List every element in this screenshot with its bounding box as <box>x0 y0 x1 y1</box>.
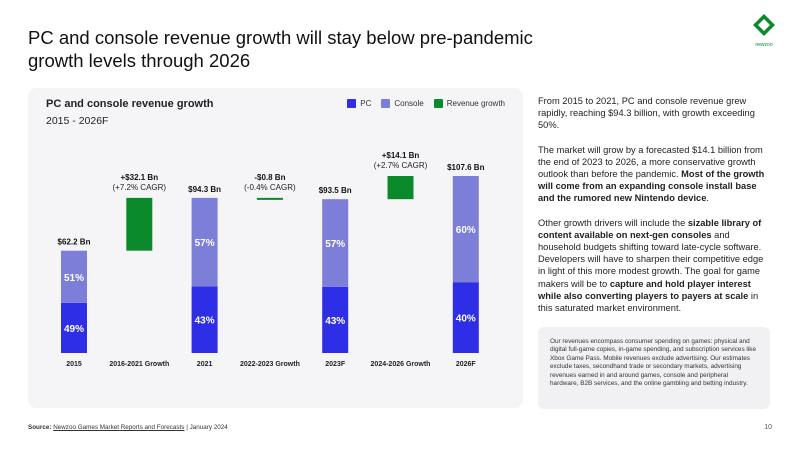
pc-share-label: 49% <box>64 324 84 335</box>
console-share-label: 51% <box>64 273 84 284</box>
growth-value-label: +$32.1 Bn <box>121 173 159 182</box>
legend-swatch-growth <box>433 99 443 108</box>
growth-cagr-label: (+7.2% CAGR) <box>113 183 167 192</box>
console-share-label: 57% <box>325 239 345 250</box>
growth-value-label: +$14.1 Bn <box>382 151 420 160</box>
x-tick-label: 2023F <box>325 361 346 368</box>
chart-plot: 49% 51% $62.2 Bn 2015 +$32.1 Bn(+7.2% CAGR) 2… <box>58 151 485 368</box>
source-date: | January 2024 <box>184 424 228 431</box>
source-link[interactable]: Newzoo Games Market Reports and Forecast… <box>53 424 185 431</box>
legend-item-console: Console <box>381 99 424 108</box>
bar-pc-segment <box>452 282 479 353</box>
body-paragraph-2: The market will grow by a forecasted $14… <box>538 144 765 204</box>
legend-swatch-console <box>381 99 391 108</box>
bar-pc-segment <box>191 286 218 353</box>
legend-item-pc: PC <box>347 99 371 108</box>
x-tick-label: 2026F <box>456 361 477 368</box>
growth-cagr-label: (+2.7% CAGR) <box>374 161 428 170</box>
chart-card: PC and console revenue growth 2015 - 202… <box>28 88 523 408</box>
x-tick-label: 2022-2023 Growth <box>240 361 300 368</box>
growth-bar <box>387 176 414 200</box>
body-text: From 2015 to 2021, PC and console revenu… <box>538 95 773 326</box>
legend-item-growth: Revenue growth <box>433 99 505 108</box>
growth-bar <box>126 197 153 251</box>
pc-share-label: 43% <box>325 316 345 327</box>
bar-value-label: $62.2 Bn <box>58 238 91 247</box>
methodology-note-text: Our revenues encompass consumer spending… <box>550 338 757 388</box>
growth-bar <box>256 197 283 200</box>
legend-swatch-pc <box>347 99 357 108</box>
bar-console-segment <box>322 199 349 287</box>
legend-label-growth: Revenue growth <box>446 99 505 108</box>
chart-title: PC and console revenue growth <box>46 98 214 110</box>
growth-cagr-label: (-0.4% CAGR) <box>244 183 296 192</box>
console-share-label: 60% <box>456 225 476 236</box>
legend-label-console: Console <box>394 99 424 108</box>
growth-value-label: -$0.8 Bn <box>254 173 285 182</box>
pc-share-label: 43% <box>195 316 215 327</box>
x-tick-label: 2024-2026 Growth <box>371 361 431 368</box>
console-share-label: 57% <box>195 238 215 249</box>
chart-legend: PC Console Revenue growth <box>347 99 505 108</box>
x-tick-label: 2021 <box>197 361 213 368</box>
bar-value-label: $107.6 Bn <box>447 163 484 172</box>
body-paragraph-1: From 2015 to 2021, PC and console revenu… <box>538 96 755 131</box>
chart-subtitle: 2015 - 2026F <box>46 115 109 127</box>
source-footer: Source: Newzoo Games Market Reports and … <box>28 424 228 431</box>
x-tick-label: 2016-2021 Growth <box>109 361 169 368</box>
source-label: Source: <box>28 424 52 431</box>
bar-value-label: $93.5 Bn <box>319 186 352 195</box>
legend-label-pc: PC <box>360 99 372 108</box>
slide-title: PC and console revenue growth will stay … <box>28 27 533 71</box>
bar-pc-segment <box>61 302 87 353</box>
body-paragraph-3: Other growth drivers will include the si… <box>538 217 764 314</box>
methodology-note: Our revenues encompass consumer spending… <box>538 327 770 409</box>
newzoo-logo: newzoo <box>753 14 775 48</box>
bar-console-segment <box>61 250 87 303</box>
bar-value-label: $94.3 Bn <box>188 185 221 194</box>
x-tick-label: 2015 <box>66 361 82 368</box>
bar-console-segment <box>191 197 218 287</box>
bar-console-segment <box>452 176 479 283</box>
logo-text: newzoo <box>755 42 772 48</box>
page-number: 10 <box>764 424 772 431</box>
bar-pc-segment <box>322 286 349 353</box>
pc-share-label: 40% <box>456 314 476 325</box>
